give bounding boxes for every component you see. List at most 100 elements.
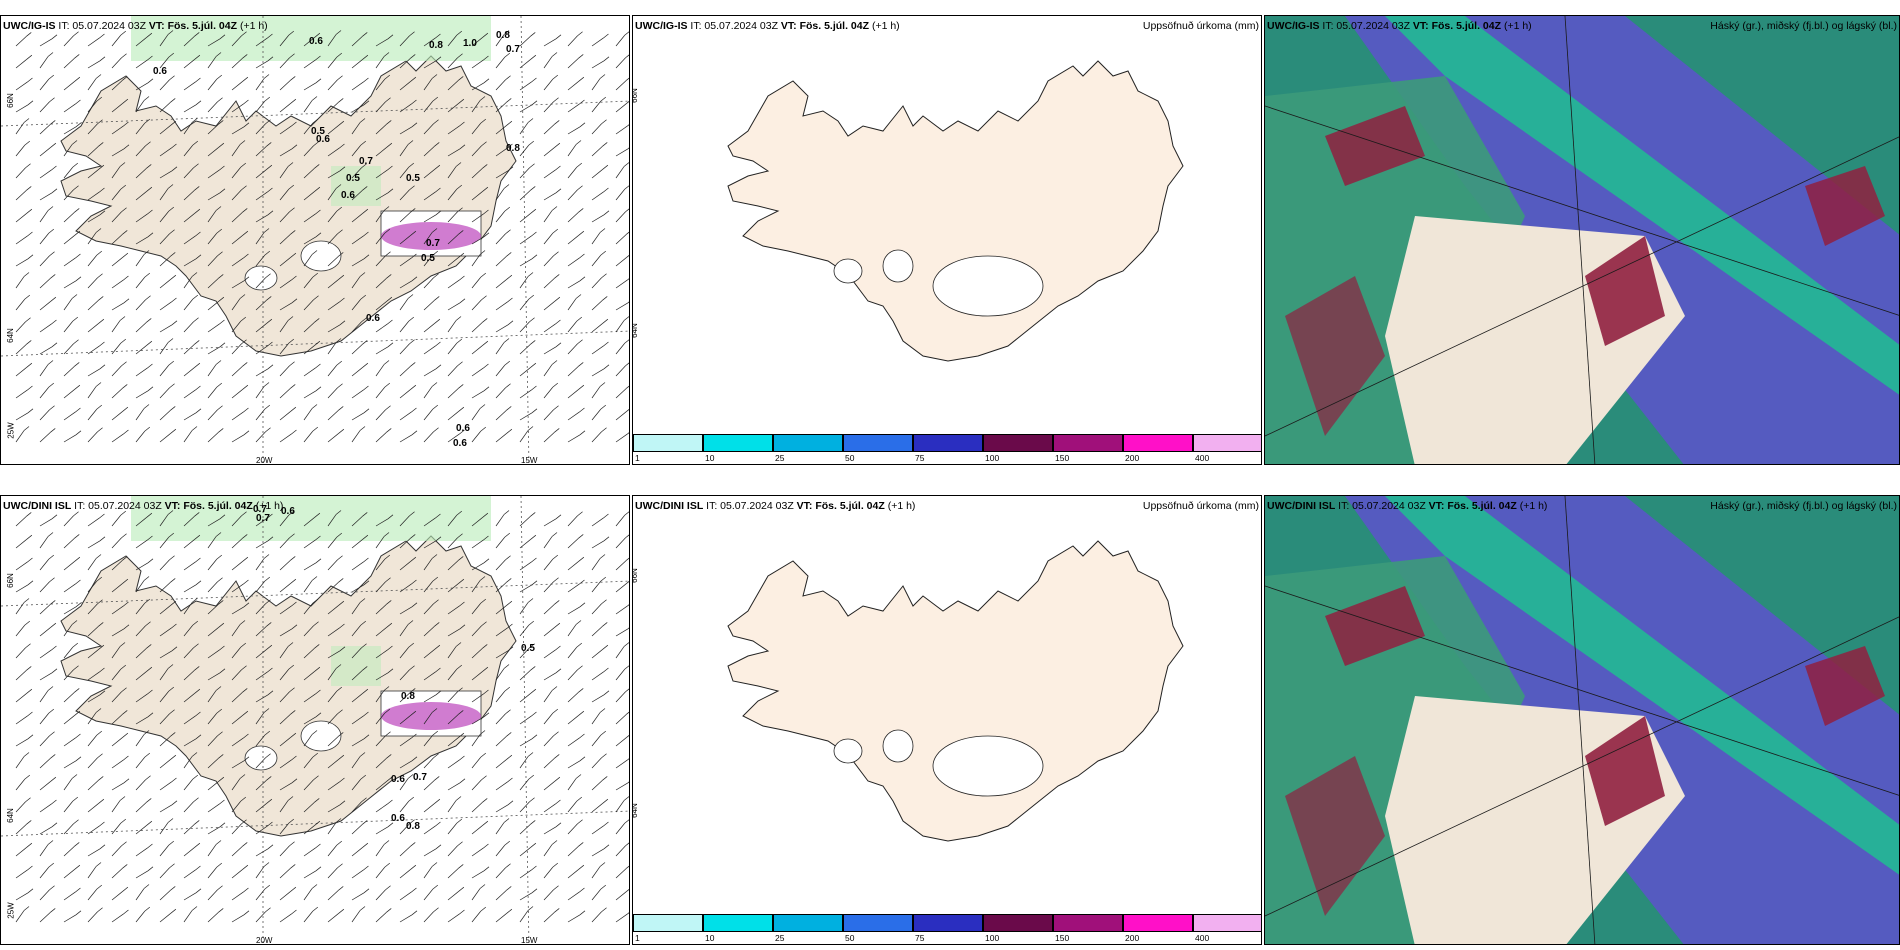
wind-barb xyxy=(407,620,414,625)
wind-barb xyxy=(375,803,388,813)
glacier xyxy=(882,249,914,283)
wind-barb xyxy=(27,711,33,717)
wind-barb xyxy=(407,774,414,779)
wind-barb xyxy=(360,294,367,300)
wind-barb xyxy=(39,581,50,593)
wind-barb xyxy=(456,510,463,516)
wind-barb xyxy=(519,144,530,157)
wind-barb xyxy=(39,192,53,201)
wind-barb xyxy=(504,532,511,538)
wind-barb xyxy=(51,165,57,171)
wind-barb xyxy=(15,412,29,421)
wind-barb xyxy=(217,251,223,257)
wind-barb xyxy=(519,584,533,593)
wind-barb xyxy=(458,556,464,561)
wind-barb xyxy=(351,212,364,223)
wind-barb xyxy=(351,824,363,835)
wind-barb xyxy=(239,140,246,145)
wind-barb xyxy=(495,301,508,311)
wind-barb xyxy=(507,777,513,783)
wind-barb xyxy=(375,581,386,593)
lat-label-66n: 66N xyxy=(632,568,639,583)
wind-barb xyxy=(435,821,441,827)
wind-barb xyxy=(159,364,170,377)
wind-barb xyxy=(411,733,417,739)
cloud-map xyxy=(1265,16,1899,464)
wind-barb xyxy=(39,38,53,47)
wind-barb xyxy=(495,364,506,377)
wind-barb xyxy=(289,687,295,693)
wind-barb xyxy=(183,167,194,179)
wind-barb xyxy=(219,799,225,805)
wind-barb xyxy=(169,383,175,389)
wind-barb xyxy=(231,515,242,527)
wind-barb xyxy=(303,100,313,113)
wind-barb xyxy=(361,797,367,803)
wind-barb xyxy=(447,410,460,421)
wind-barb xyxy=(183,824,195,835)
wind-barb xyxy=(255,191,268,201)
wind-barb xyxy=(195,865,201,871)
wind-barb xyxy=(480,752,487,758)
map-boundary xyxy=(1265,585,1899,796)
wind-barb xyxy=(482,32,489,38)
wind-barb xyxy=(495,233,506,245)
wind-barb xyxy=(495,867,506,879)
wind-barb xyxy=(567,343,578,355)
wind-barb xyxy=(435,667,441,673)
wind-barb xyxy=(529,643,535,649)
wind-barb xyxy=(193,163,199,169)
wind-barb xyxy=(87,603,98,615)
wind-barb xyxy=(567,823,578,835)
wind-barb xyxy=(39,780,52,791)
wind-barb xyxy=(39,364,49,377)
wind-barb xyxy=(194,340,200,345)
wind-barb xyxy=(471,716,485,725)
glacier xyxy=(932,255,1044,317)
wind-barb xyxy=(411,887,417,893)
wind-barb xyxy=(447,102,460,113)
wind-barb xyxy=(531,100,538,106)
wind-barb xyxy=(567,166,578,179)
wind-barb xyxy=(351,235,364,245)
low-cloud-area xyxy=(1285,276,1385,436)
wind-barb xyxy=(313,141,319,147)
wind-barb xyxy=(591,408,602,421)
wind-barb xyxy=(434,644,441,650)
wind-barb xyxy=(303,516,316,527)
wind-barb xyxy=(359,752,366,757)
wind-barb xyxy=(218,296,225,302)
wind-barb xyxy=(183,624,194,637)
wind-barb xyxy=(495,324,509,333)
wind-barb xyxy=(159,56,170,69)
wind-barb xyxy=(267,364,274,370)
wind-barb xyxy=(551,52,558,57)
wind-barb xyxy=(255,345,268,355)
wind-barb xyxy=(423,757,434,769)
wind-barb xyxy=(123,121,129,127)
wind-barb xyxy=(218,600,224,605)
wind-barb xyxy=(495,804,509,813)
wind-barb xyxy=(120,818,127,824)
wind-barb xyxy=(519,516,531,527)
wind-barb xyxy=(25,163,31,169)
wind-barb xyxy=(447,605,460,615)
wind-barb xyxy=(207,780,220,791)
wind-barb xyxy=(216,74,223,80)
wind-barb xyxy=(74,710,81,716)
wind-barb xyxy=(207,672,221,681)
wind-barb xyxy=(314,32,321,38)
wind-barb xyxy=(459,755,465,761)
wind-barb xyxy=(407,140,414,145)
wind-barb xyxy=(87,558,97,571)
wind-barb xyxy=(215,360,222,365)
wind-barb xyxy=(291,275,297,281)
wind-barb xyxy=(327,804,341,813)
wind-barb xyxy=(47,532,54,537)
panel-title: UWC/IG-IS IT: 05.07.2024 03Z VT: Fös. 5.… xyxy=(3,20,268,32)
wind-barb xyxy=(111,714,123,725)
wind-barb xyxy=(279,302,293,311)
wind-barb xyxy=(48,382,55,388)
wind-barb xyxy=(303,870,317,879)
wind-barb xyxy=(553,251,559,257)
